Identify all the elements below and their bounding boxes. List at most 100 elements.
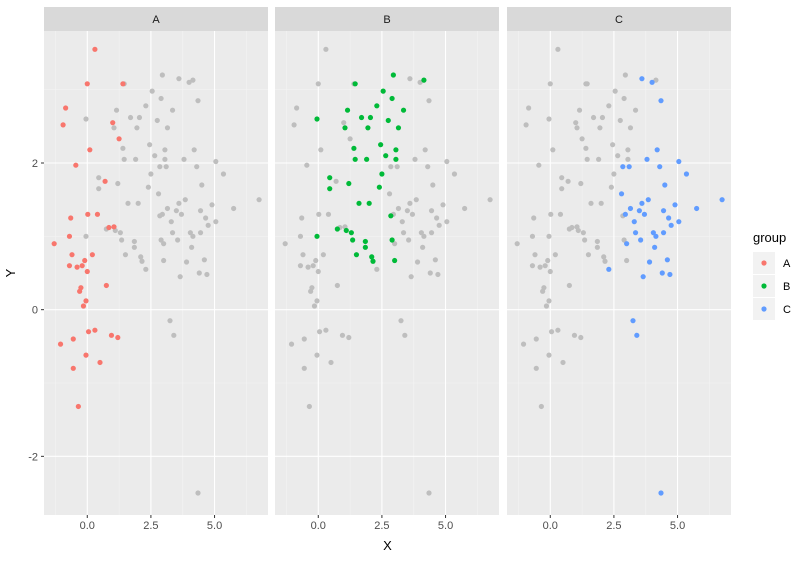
background-point bbox=[328, 359, 334, 366]
background-point bbox=[615, 153, 621, 159]
data-point-c bbox=[719, 197, 725, 203]
y-axis-title: Y bbox=[3, 268, 18, 277]
data-point-a bbox=[110, 120, 116, 126]
background-point bbox=[119, 237, 125, 243]
background-point bbox=[435, 271, 441, 278]
background-point bbox=[409, 211, 416, 217]
background-point bbox=[565, 178, 571, 184]
background-point bbox=[346, 334, 352, 341]
background-point bbox=[547, 81, 553, 87]
data-point-b bbox=[388, 213, 394, 219]
data-point-a bbox=[92, 327, 98, 333]
data-point-c bbox=[631, 219, 637, 225]
background-point bbox=[624, 257, 630, 264]
background-point bbox=[598, 200, 604, 206]
background-point bbox=[199, 182, 205, 188]
data-point-b bbox=[383, 153, 389, 159]
background-point bbox=[196, 270, 202, 276]
panel-background bbox=[275, 31, 499, 515]
data-point-c bbox=[664, 257, 670, 263]
data-point-c bbox=[624, 241, 630, 247]
background-point bbox=[537, 264, 543, 270]
data-point-b bbox=[367, 114, 374, 121]
data-point-a bbox=[103, 282, 109, 289]
background-point bbox=[546, 116, 552, 122]
background-point bbox=[164, 125, 171, 131]
facet-strip-label: A bbox=[152, 14, 160, 26]
background-point bbox=[320, 252, 326, 258]
data-point-b bbox=[348, 230, 354, 236]
background-point bbox=[407, 200, 413, 206]
background-point bbox=[546, 233, 552, 239]
background-point bbox=[594, 238, 600, 245]
background-point bbox=[575, 227, 581, 234]
background-point bbox=[169, 107, 176, 113]
background-point bbox=[536, 162, 542, 168]
background-point bbox=[134, 125, 140, 131]
background-point bbox=[533, 365, 539, 371]
data-point-b bbox=[343, 227, 349, 234]
background-point bbox=[135, 200, 141, 206]
background-point bbox=[176, 200, 182, 206]
data-point-a bbox=[63, 105, 69, 111]
background-point bbox=[541, 285, 547, 291]
background-point bbox=[96, 186, 102, 192]
background-point bbox=[514, 241, 520, 247]
data-point-c bbox=[644, 156, 650, 162]
background-point bbox=[231, 205, 237, 212]
legend-marker-b bbox=[761, 283, 767, 289]
data-point-c bbox=[660, 208, 667, 214]
background-point bbox=[189, 244, 195, 250]
data-point-b bbox=[376, 184, 382, 190]
x-axis-title: X bbox=[383, 538, 392, 553]
background-point bbox=[183, 259, 190, 265]
background-point bbox=[529, 263, 536, 269]
background-point bbox=[171, 332, 177, 338]
background-point bbox=[571, 332, 578, 338]
data-point-a bbox=[84, 81, 90, 87]
background-point bbox=[191, 147, 197, 153]
background-point bbox=[552, 252, 558, 258]
data-point-c bbox=[672, 202, 678, 208]
background-point bbox=[566, 226, 572, 232]
data-point-b bbox=[378, 142, 384, 148]
background-point bbox=[159, 211, 165, 217]
background-point bbox=[596, 156, 602, 162]
background-point bbox=[205, 222, 211, 228]
data-point-a bbox=[51, 241, 57, 247]
data-point-b bbox=[356, 200, 362, 206]
background-point bbox=[313, 257, 319, 264]
background-point bbox=[406, 237, 412, 243]
background-point bbox=[111, 125, 117, 131]
background-point bbox=[318, 147, 324, 153]
data-point-a bbox=[75, 403, 81, 410]
background-point bbox=[462, 205, 468, 212]
background-point bbox=[627, 125, 634, 131]
data-point-b bbox=[370, 258, 376, 264]
x-tick-label: 0.0 bbox=[543, 520, 558, 532]
y-tick-label: -2 bbox=[28, 451, 38, 463]
data-point-b bbox=[390, 72, 396, 78]
facet-panel-b: B bbox=[275, 7, 499, 515]
background-point bbox=[413, 197, 419, 203]
data-point-c bbox=[666, 215, 672, 221]
data-point-b bbox=[400, 107, 407, 113]
data-point-c bbox=[646, 259, 653, 265]
background-point bbox=[220, 171, 227, 177]
background-point bbox=[83, 116, 89, 122]
background-point bbox=[444, 158, 450, 165]
x-tick-label: 5.0 bbox=[670, 520, 685, 532]
background-point bbox=[394, 164, 400, 170]
background-point bbox=[203, 215, 209, 221]
background-point bbox=[157, 164, 163, 170]
background-point bbox=[341, 120, 347, 126]
background-point bbox=[121, 156, 127, 162]
background-point bbox=[392, 241, 398, 247]
background-point bbox=[427, 270, 433, 276]
data-point-b bbox=[365, 125, 371, 131]
data-point-b bbox=[314, 116, 320, 122]
data-point-c bbox=[683, 171, 690, 177]
data-point-b bbox=[369, 254, 375, 260]
data-point-b bbox=[379, 171, 385, 177]
data-point-a bbox=[66, 263, 73, 269]
